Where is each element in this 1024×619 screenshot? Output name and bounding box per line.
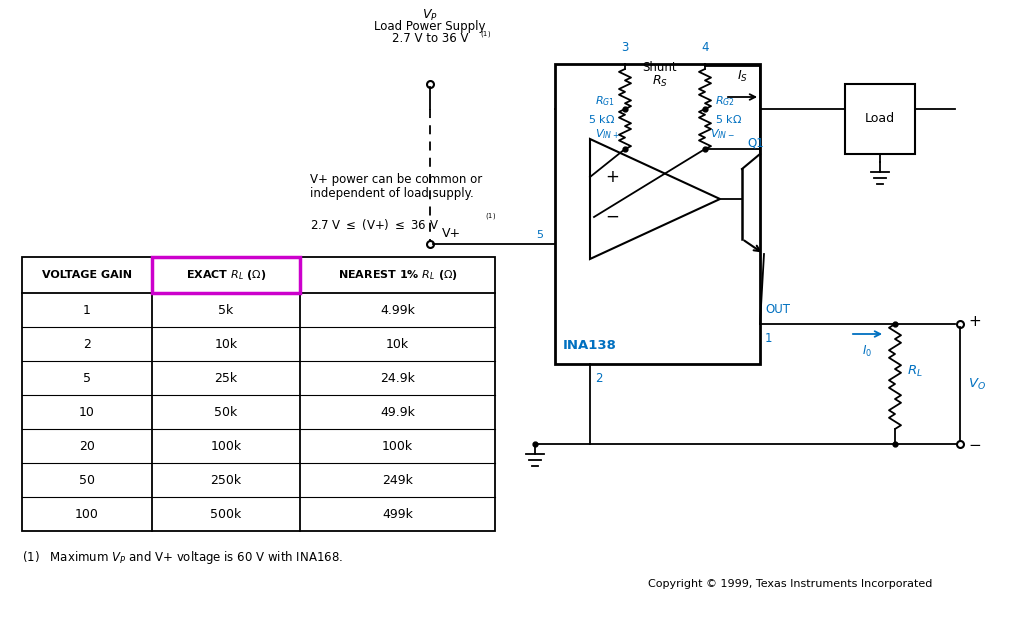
Text: 500k: 500k [210, 508, 242, 521]
Text: $V_{IN-}$: $V_{IN-}$ [710, 127, 735, 141]
Bar [845, 84, 915, 154]
Text: (1)   Maximum $V_P$ and V+ voltage is 60 V with INA168.: (1) Maximum $V_P$ and V+ voltage is 60 V… [22, 549, 343, 566]
Text: $R_{G2}$: $R_{G2}$ [715, 94, 735, 108]
Text: 5 k$\Omega$: 5 k$\Omega$ [588, 113, 615, 125]
Text: 2.7 V to 36 V: 2.7 V to 36 V [392, 32, 468, 45]
Text: Shunt: Shunt [643, 61, 677, 74]
Text: $^{(1)}$: $^{(1)}$ [485, 214, 496, 224]
Text: 100: 100 [75, 508, 99, 521]
Text: 10k: 10k [386, 337, 409, 350]
Text: 5 k$\Omega$: 5 k$\Omega$ [715, 113, 742, 125]
Text: Load Power Supply: Load Power Supply [374, 20, 485, 33]
Text: NEAREST 1% $R_L$ ($\Omega$): NEAREST 1% $R_L$ ($\Omega$) [338, 268, 458, 282]
Text: 10k: 10k [214, 337, 238, 350]
Text: 499k: 499k [382, 508, 413, 521]
Text: $^{(1)}$: $^{(1)}$ [480, 32, 492, 42]
Text: VOLTAGE GAIN: VOLTAGE GAIN [42, 270, 132, 280]
Text: 20: 20 [79, 439, 95, 452]
Text: 4.99k: 4.99k [380, 303, 415, 316]
Text: V+ power can be common or: V+ power can be common or [310, 173, 482, 186]
Text: Copyright © 1999, Texas Instruments Incorporated: Copyright © 1999, Texas Instruments Inco… [648, 579, 932, 589]
Text: 1: 1 [765, 332, 772, 345]
Text: −: − [605, 208, 618, 226]
Text: 2: 2 [595, 372, 602, 385]
Text: 2: 2 [83, 337, 91, 350]
Text: $V_{IN+}$: $V_{IN+}$ [595, 127, 620, 141]
Text: INA138: INA138 [563, 339, 616, 352]
Text: 25k: 25k [214, 371, 238, 384]
Text: 49.9k: 49.9k [380, 405, 415, 418]
Text: 3: 3 [622, 41, 629, 54]
Bar [152, 257, 300, 293]
Text: +: + [968, 314, 981, 329]
Text: OUT: OUT [765, 303, 790, 316]
Text: EXACT $R_L$ ($\Omega$): EXACT $R_L$ ($\Omega$) [185, 268, 266, 282]
Text: 100k: 100k [382, 439, 413, 452]
Text: $I_S$: $I_S$ [736, 69, 748, 84]
Text: $V_O$: $V_O$ [968, 376, 986, 392]
Text: 24.9k: 24.9k [380, 371, 415, 384]
Text: $I_0$: $I_0$ [862, 344, 872, 359]
Text: +: + [605, 168, 618, 186]
Text: 5: 5 [83, 371, 91, 384]
Text: $R_S$: $R_S$ [652, 74, 668, 89]
Text: V+: V+ [442, 227, 461, 240]
Text: 249k: 249k [382, 474, 413, 487]
Text: 1: 1 [83, 303, 91, 316]
Text: 50k: 50k [214, 405, 238, 418]
Text: 2.7 V $\leq$ (V+) $\leq$ 36 V: 2.7 V $\leq$ (V+) $\leq$ 36 V [310, 217, 439, 232]
Text: $R_{G1}$: $R_{G1}$ [595, 94, 615, 108]
Text: 250k: 250k [211, 474, 242, 487]
Text: $V_P$: $V_P$ [422, 8, 438, 23]
Bar [555, 64, 760, 364]
Text: 5: 5 [536, 230, 543, 240]
Text: independent of load supply.: independent of load supply. [310, 188, 474, 201]
Text: 50: 50 [79, 474, 95, 487]
Text: 10: 10 [79, 405, 95, 418]
Bar [22, 257, 495, 531]
Text: $R_L$: $R_L$ [907, 364, 923, 379]
Text: 4: 4 [701, 41, 709, 54]
Text: Q1: Q1 [746, 136, 764, 149]
Text: Load: Load [865, 113, 895, 126]
Text: 5k: 5k [218, 303, 233, 316]
Text: −: − [968, 438, 981, 454]
Text: 100k: 100k [211, 439, 242, 452]
